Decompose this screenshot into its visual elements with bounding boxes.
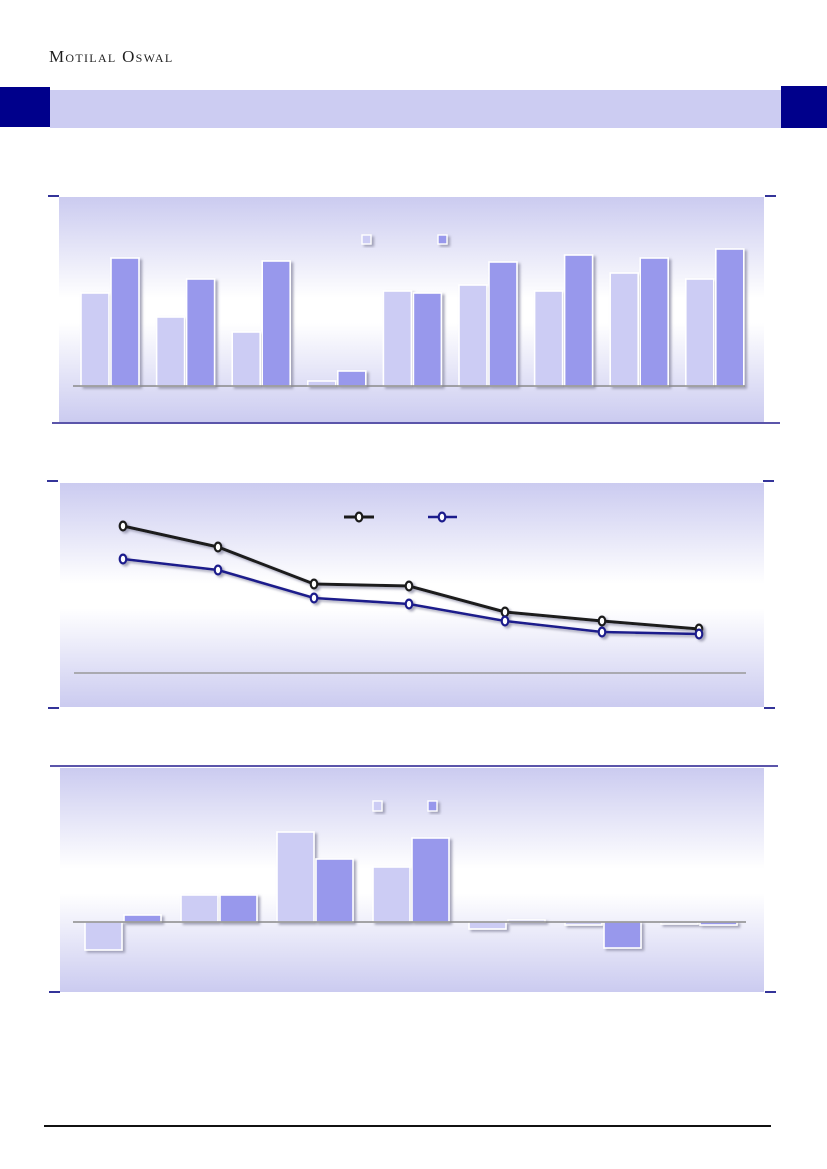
bar-series2-cat2 [185, 278, 216, 387]
chart-1-corner-tick-left [48, 195, 59, 197]
chart-2-series1 [118, 520, 704, 635]
marker-series2-pt7 [694, 628, 704, 640]
bar-series1-cat7 [533, 290, 564, 387]
bar-series1-cat1 [80, 292, 110, 387]
marker-series2-pt2 [213, 564, 223, 576]
bar-series1-cat1 [84, 921, 123, 951]
bar-series1-cat6 [458, 284, 488, 387]
bar-series1-cat9 [684, 278, 715, 387]
marker-series1-pt1 [118, 520, 128, 532]
line-series1 [122, 524, 700, 631]
bar-series1-cat3 [231, 331, 261, 387]
bar-series2-cat8 [639, 257, 670, 387]
header-band-left-block [0, 87, 50, 127]
header-band [50, 90, 781, 128]
bar-series2-cat6 [488, 261, 518, 387]
bar-series1-cat8 [609, 272, 640, 387]
bar-series2-cat3 [315, 858, 354, 923]
marker-series2-pt5 [500, 615, 510, 627]
marker-series1-pt3 [309, 578, 319, 590]
chart-2-corner-tick-bottom-right [764, 707, 775, 709]
bar-series2-cat5 [412, 292, 443, 387]
chart-1-corner-tick-right [765, 195, 776, 197]
marker-series2-pt1 [118, 553, 128, 565]
chart-2-line-chart [60, 483, 764, 707]
marker-series1-pt5 [500, 606, 510, 618]
header-band-right-block [781, 86, 827, 128]
chart-3-corner-tick-bottom-right [765, 991, 776, 993]
bar-series2-cat7 [563, 254, 594, 387]
chart-2-canvas [74, 511, 746, 674]
chart-2-corner-tick-top-right [763, 480, 774, 482]
bar-series1-cat2 [155, 316, 186, 387]
marker-series2-pt4 [404, 598, 414, 610]
bar-series2-cat9 [714, 248, 745, 387]
marker-series1-pt2 [213, 541, 223, 553]
bar-series2-cat4 [411, 837, 450, 923]
chart-1-bars [80, 248, 745, 387]
brand-logo: Motilal Oswal [49, 47, 174, 66]
bar-series2-cat1 [110, 257, 140, 387]
bar-series2-cat1 [123, 914, 162, 923]
legend-marker-series2 [437, 511, 447, 523]
chart-2-series2 [118, 553, 704, 640]
legend-swatch-series1 [361, 234, 372, 245]
bar-series2-cat3 [261, 260, 291, 387]
bar-series1-cat5 [382, 290, 413, 387]
marker-series2-pt6 [597, 626, 607, 638]
bar-series1-cat3 [276, 831, 315, 923]
chart-1-bottom-border [52, 422, 780, 424]
legend-marker-series1 [354, 511, 364, 523]
chart-3-canvas [73, 800, 746, 951]
chart-3-corner-tick-bottom-left [49, 991, 60, 993]
legend-swatch-series1 [372, 800, 383, 812]
bar-series1-cat5 [468, 921, 507, 930]
chart-2-corner-tick-top-left [47, 480, 58, 482]
chart-3-top-border [50, 765, 778, 767]
bar-series2-cat2 [219, 894, 258, 923]
legend-swatch-series2 [427, 800, 438, 812]
chart-2-corner-tick-bottom-left [48, 707, 59, 709]
marker-series1-pt4 [404, 580, 414, 592]
bar-series2-cat6 [603, 921, 642, 949]
marker-series1-pt6 [597, 615, 607, 627]
bar-series2-cat4 [336, 370, 367, 387]
legend-swatch-series2 [437, 234, 448, 245]
chart-2-legend [344, 511, 457, 523]
chart-1-grouped-bar [59, 197, 764, 422]
chart-1-canvas [73, 234, 745, 387]
chart-3-legend [372, 800, 438, 812]
chart-1-legend [361, 234, 448, 245]
marker-series2-pt3 [309, 592, 319, 604]
bar-series1-cat2 [180, 894, 219, 923]
footer-divider [44, 1125, 771, 1127]
chart-3-grouped-bar [60, 768, 764, 992]
bar-series1-cat4 [372, 866, 411, 923]
chart-3-bars [84, 831, 738, 951]
